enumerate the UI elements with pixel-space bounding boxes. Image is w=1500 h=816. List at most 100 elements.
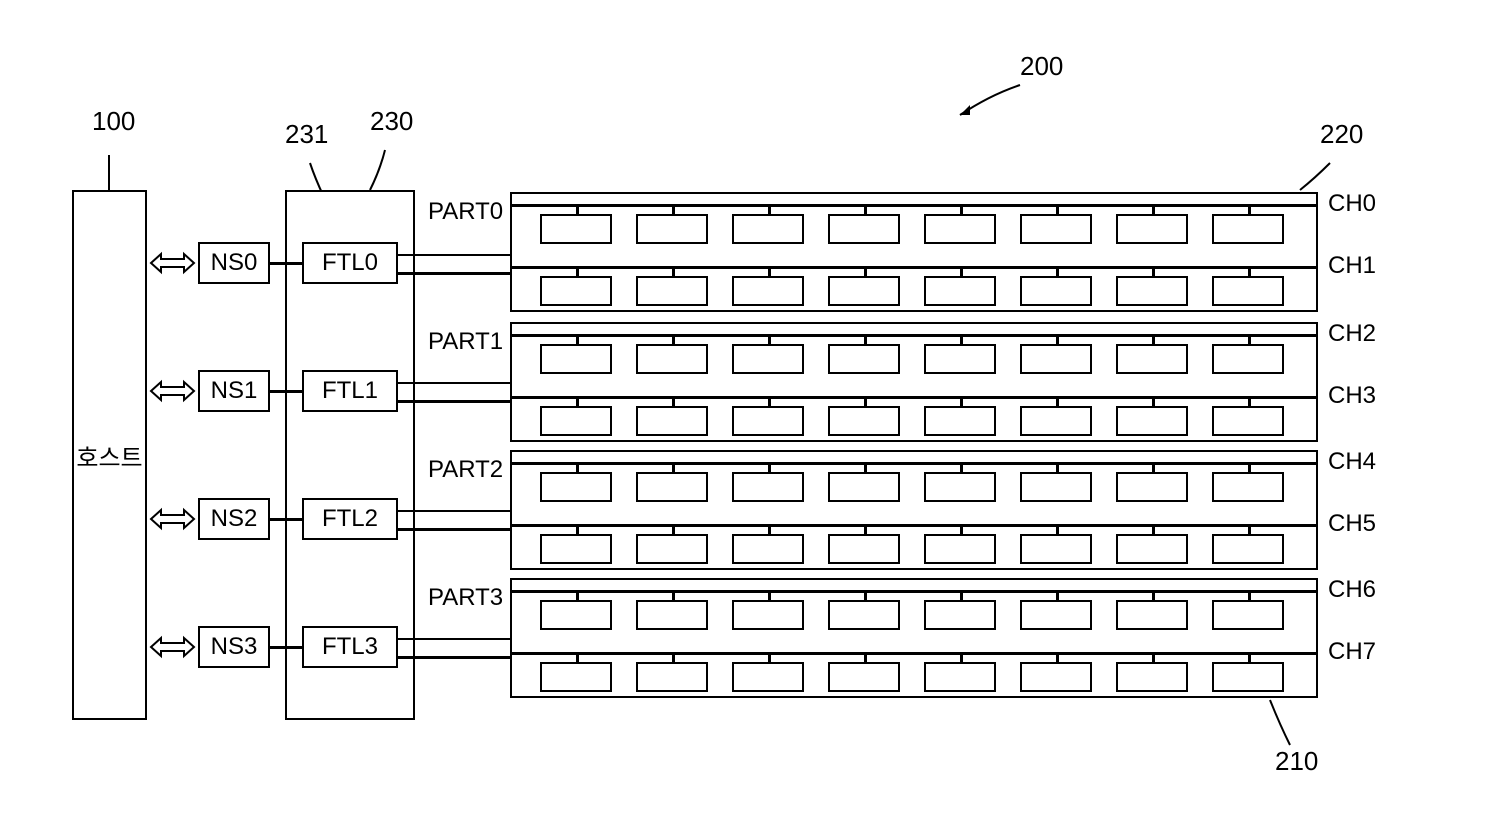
memory-chip — [1212, 214, 1284, 244]
chip-stub — [864, 204, 867, 214]
chip-stub — [960, 652, 963, 662]
memory-chip — [636, 534, 708, 564]
chip-stub — [864, 334, 867, 344]
memory-chip — [1020, 600, 1092, 630]
memory-chip — [1212, 472, 1284, 502]
memory-chip — [540, 472, 612, 502]
chip-stub — [1056, 396, 1059, 406]
memory-chip — [828, 534, 900, 564]
channel-label-4: CH4 — [1328, 448, 1376, 476]
chip-stub — [1056, 590, 1059, 600]
ftl-box-2: FTL2 — [302, 498, 398, 540]
part-label-2: PART2 — [428, 456, 503, 484]
chip-stub — [1152, 334, 1155, 344]
memory-chip — [636, 344, 708, 374]
ftl-box-0: FTL0 — [302, 242, 398, 284]
memory-chip — [636, 214, 708, 244]
chip-stub — [576, 462, 579, 472]
bidir-arrow — [149, 250, 196, 276]
memory-chip — [1116, 344, 1188, 374]
chip-stub — [960, 266, 963, 276]
chip-stub — [1152, 462, 1155, 472]
ref-leader-230: 230 — [360, 95, 450, 190]
chip-stub — [576, 590, 579, 600]
chip-stub — [576, 204, 579, 214]
channel-line-6 — [512, 590, 1316, 593]
channel-label-3: CH3 — [1328, 382, 1376, 410]
memory-chip — [924, 214, 996, 244]
chip-stub — [576, 652, 579, 662]
memory-chip — [540, 600, 612, 630]
channel-line-4 — [512, 462, 1316, 465]
memory-chip — [1212, 406, 1284, 436]
channel-label-6: CH6 — [1328, 576, 1376, 604]
chip-stub — [1056, 266, 1059, 276]
ftl-part-connector-upper — [398, 510, 512, 513]
chip-stub — [864, 590, 867, 600]
memory-chip — [828, 344, 900, 374]
chip-stub — [864, 652, 867, 662]
memory-chip — [540, 406, 612, 436]
part-label-3: PART3 — [428, 584, 503, 612]
partition-1 — [510, 322, 1318, 442]
chip-stub — [1152, 652, 1155, 662]
memory-chip — [636, 406, 708, 436]
ftl-part-connector-lower — [398, 400, 512, 403]
chip-stub — [672, 590, 675, 600]
chip-stub — [576, 334, 579, 344]
chip-stub — [1248, 652, 1251, 662]
ns-box-0: NS0 — [198, 242, 270, 284]
ns-box-2: NS2 — [198, 498, 270, 540]
memory-chip — [1020, 276, 1092, 306]
chip-stub — [1152, 524, 1155, 534]
chip-stub — [768, 590, 771, 600]
chip-stub — [768, 204, 771, 214]
host-box: 호스트 — [72, 190, 147, 720]
ns-ftl-connector — [270, 390, 302, 393]
memory-chip — [732, 344, 804, 374]
memory-chip — [1116, 472, 1188, 502]
memory-chip — [540, 276, 612, 306]
memory-chip — [1020, 214, 1092, 244]
ref-231-text: 231 — [285, 119, 328, 149]
bidir-arrow — [149, 634, 196, 660]
channel-label-2: CH2 — [1328, 320, 1376, 348]
memory-chip — [1020, 662, 1092, 692]
memory-chip — [924, 662, 996, 692]
ref-leader-200: 200 — [930, 45, 1070, 125]
chip-stub — [768, 334, 771, 344]
chip-stub — [1248, 590, 1251, 600]
memory-chip — [732, 662, 804, 692]
chip-stub — [960, 462, 963, 472]
bidir-arrow — [149, 378, 196, 404]
chip-stub — [1248, 334, 1251, 344]
part-label-1: PART1 — [428, 328, 503, 356]
memory-chip — [540, 344, 612, 374]
chip-stub — [768, 396, 771, 406]
memory-chip — [828, 662, 900, 692]
chip-stub — [768, 652, 771, 662]
channel-label-5: CH5 — [1328, 510, 1376, 538]
ref-210-text: 210 — [1275, 746, 1318, 776]
ftl-part-connector-lower — [398, 272, 512, 275]
chip-stub — [960, 396, 963, 406]
chip-stub — [576, 524, 579, 534]
chip-stub — [1152, 266, 1155, 276]
memory-chip — [828, 276, 900, 306]
channel-line-0 — [512, 204, 1316, 207]
chip-stub — [864, 396, 867, 406]
channel-line-3 — [512, 396, 1316, 399]
chip-stub — [1248, 266, 1251, 276]
chip-stub — [1056, 524, 1059, 534]
ref-230-text: 230 — [370, 106, 413, 136]
memory-chip — [540, 662, 612, 692]
memory-chip — [1020, 534, 1092, 564]
chip-stub — [672, 396, 675, 406]
memory-chip — [924, 600, 996, 630]
chip-stub — [864, 462, 867, 472]
chip-stub — [1152, 590, 1155, 600]
memory-chip — [1116, 214, 1188, 244]
ref-leader-220: 220 — [1260, 108, 1380, 193]
ns-box-1: NS1 — [198, 370, 270, 412]
ref-100-text: 100 — [92, 106, 135, 136]
